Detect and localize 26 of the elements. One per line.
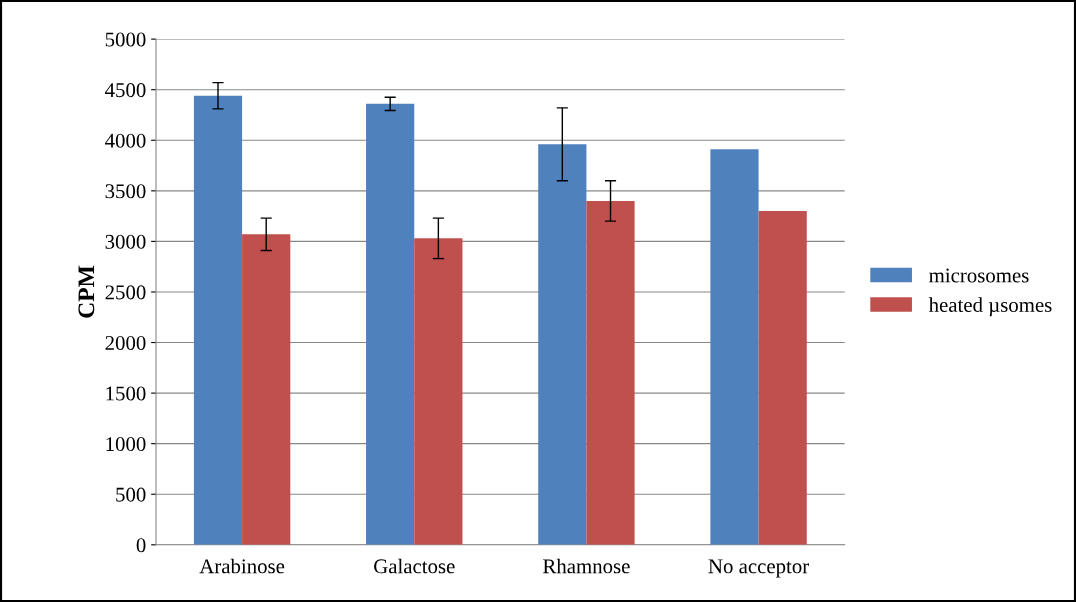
bar xyxy=(414,238,463,545)
y-tick-label: 0 xyxy=(136,538,146,553)
bar xyxy=(366,103,415,545)
bar xyxy=(586,200,635,545)
y-tick-label: 3000 xyxy=(105,234,146,249)
x-tick-label: Galactose xyxy=(374,558,455,574)
y-axis-title: CPM xyxy=(78,265,95,318)
y-tick-label: 5000 xyxy=(105,32,146,47)
y-tick-label: 500 xyxy=(116,487,146,502)
x-tick-label: Arabinose xyxy=(199,558,285,574)
x-tick-label: Rhamnose xyxy=(543,558,630,574)
y-tick-label: 4500 xyxy=(105,83,146,98)
bar xyxy=(193,95,243,545)
y-tick-label: 1500 xyxy=(106,386,146,401)
y-tick-label: 2000 xyxy=(105,335,146,350)
y-tick-label: 3500 xyxy=(105,184,146,199)
x-tick-label: No acceptor xyxy=(708,559,809,578)
bar xyxy=(538,144,587,545)
bar xyxy=(242,234,291,545)
bar xyxy=(758,211,807,545)
bar xyxy=(710,149,759,545)
y-tick-label: 1000 xyxy=(106,437,146,452)
y-tick-label: 2500 xyxy=(105,285,146,300)
legend-label: heated µsomes xyxy=(928,297,1052,317)
y-tick-label: 4000 xyxy=(105,133,146,148)
legend-label: microsomes xyxy=(929,268,1029,283)
